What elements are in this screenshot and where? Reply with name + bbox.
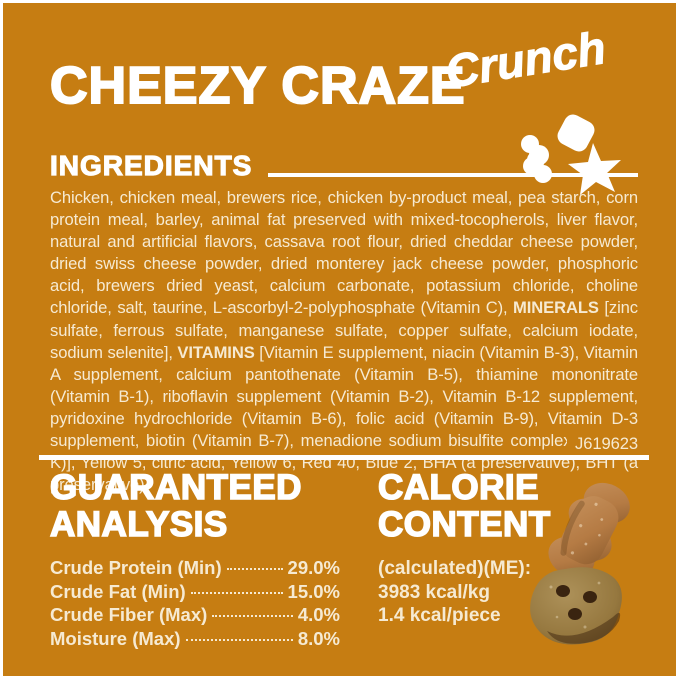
ga-row-value: 4.0%	[297, 604, 340, 625]
dot-leader	[185, 638, 293, 641]
minerals-label: MINERALS	[513, 298, 599, 318]
table-row: Crude Protein (Min) 29.0%	[50, 557, 340, 581]
cube-icon	[557, 114, 595, 152]
treat-icon-cluster	[521, 114, 621, 195]
calorie-content-values: (calculated)(ME): 3983 kcal/kg 1.4 kcal/…	[378, 557, 608, 628]
squiggle-treat-icon	[521, 135, 552, 183]
ga-row-label: Crude Fat (Min)	[50, 580, 186, 602]
wavy-treat	[548, 482, 630, 578]
chunk-treat	[530, 567, 622, 645]
dog-treats-photo	[530, 482, 630, 645]
vitamins-label: VITAMINS	[177, 342, 255, 362]
lot-code: J619623	[567, 432, 638, 455]
calorie-line: (calculated)(ME):	[378, 558, 532, 579]
guaranteed-analysis-table: Crude Protein (Min) 29.0% Crude Fat (Min…	[50, 557, 340, 651]
calorie-line: 1.4 kcal/piece	[378, 605, 501, 626]
table-row: Moisture (Max) 8.0%	[50, 628, 340, 652]
star-icon	[568, 143, 621, 195]
table-row: Crude Fiber (Max) 4.0%	[50, 604, 340, 628]
ga-heading-line1: GUARANTEED	[49, 468, 302, 507]
ga-row-value: 29.0%	[287, 557, 340, 578]
ga-row-label: Crude Protein (Min)	[50, 557, 222, 578]
calorie-line: 3983 kcal/kg	[378, 581, 490, 603]
dot-leader	[190, 591, 283, 594]
ga-row-value: 8.0%	[297, 627, 340, 649]
ingredients-part1: Chicken, chicken meal, brewers rice, chi…	[50, 188, 638, 318]
brand-subtitle: Crunch	[441, 21, 610, 99]
guaranteed-analysis-heading: GUARANTEED ANALYSIS	[49, 468, 340, 544]
guaranteed-analysis-section: GUARANTEED ANALYSIS Crude Protein (Min) …	[49, 468, 340, 651]
cal-heading-line2: CONTENT	[377, 505, 551, 544]
table-row: Crude Fat (Min) 15.0%	[50, 581, 340, 605]
ingredients-paragraph: Chicken, chicken meal, brewers rice, chi…	[50, 187, 638, 494]
dot-leader	[226, 568, 283, 570]
package-label: CHEEZY CRAZE Crunch INGREDIENTS Chicken,…	[3, 3, 676, 676]
ingredients-part2: [zinc sulfate, ferrous sulfate, manganes…	[50, 298, 638, 362]
ga-row-value: 15.0%	[287, 580, 340, 602]
section-divider	[39, 455, 649, 460]
calorie-content-section: CALORIE CONTENT (calculated)(ME): 3983 k…	[377, 468, 608, 628]
ga-row-label: Moisture (Max)	[50, 627, 181, 649]
ingredients-heading: INGREDIENTS	[49, 150, 253, 181]
cal-heading-line1: CALORIE	[377, 468, 539, 507]
ga-heading-line2: ANALYSIS	[49, 505, 228, 544]
ingredients-rule	[268, 173, 638, 177]
calorie-content-heading: CALORIE CONTENT	[377, 468, 608, 544]
dot-leader	[212, 615, 293, 617]
ga-row-label: Crude Fiber (Max)	[50, 604, 208, 625]
brand-title: CHEEZY CRAZE	[49, 56, 466, 116]
